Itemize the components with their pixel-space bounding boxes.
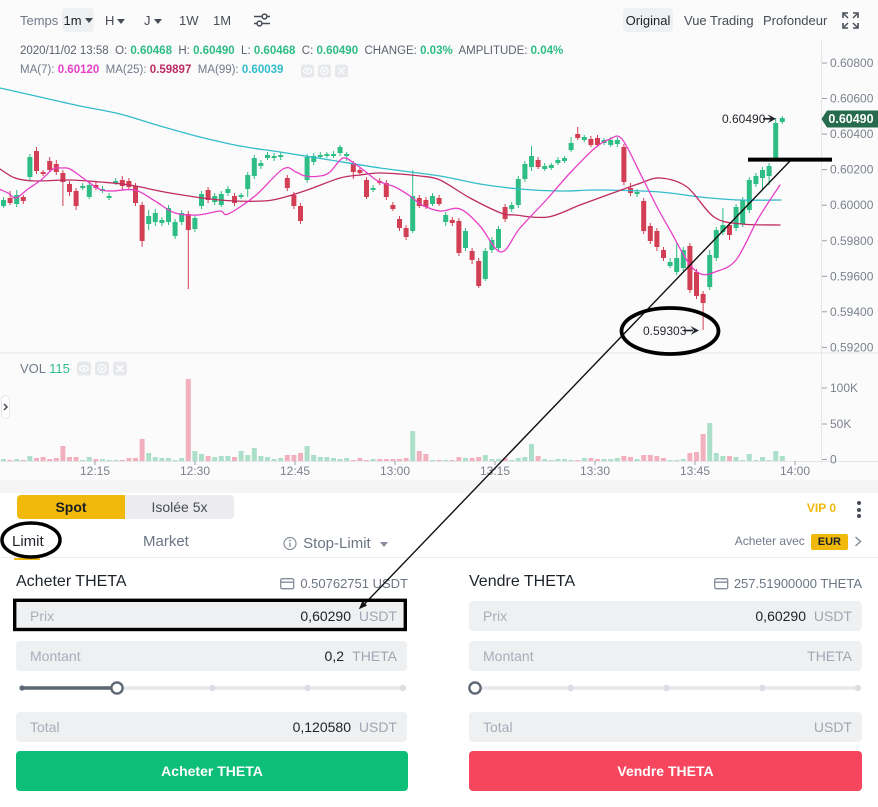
svg-text:13:00: 13:00 (380, 464, 410, 478)
svg-text:0.59400: 0.59400 (830, 305, 874, 319)
svg-text:13:15: 13:15 (480, 464, 510, 478)
svg-text:0.60490: 0.60490 (828, 112, 873, 126)
svg-text:0: 0 (830, 453, 837, 467)
svg-text:50K: 50K (830, 417, 851, 431)
svg-text:12:45: 12:45 (280, 464, 310, 478)
svg-text:100K: 100K (830, 381, 858, 395)
svg-text:13:30: 13:30 (580, 464, 610, 478)
svg-text:0.60600: 0.60600 (830, 92, 874, 106)
svg-text:0.60800: 0.60800 (830, 56, 874, 70)
svg-text:0.59800: 0.59800 (830, 234, 874, 248)
svg-text:13:45: 13:45 (680, 464, 710, 478)
svg-text:12:15: 12:15 (80, 464, 110, 478)
svg-text:12:30: 12:30 (180, 464, 210, 478)
svg-text:0.60400: 0.60400 (830, 127, 874, 141)
svg-text:0.59600: 0.59600 (830, 269, 874, 283)
svg-text:0.60000: 0.60000 (830, 198, 874, 212)
svg-text:0.59200: 0.59200 (830, 340, 874, 354)
svg-text:0.60200: 0.60200 (830, 163, 874, 177)
svg-text:14:00: 14:00 (780, 464, 810, 478)
